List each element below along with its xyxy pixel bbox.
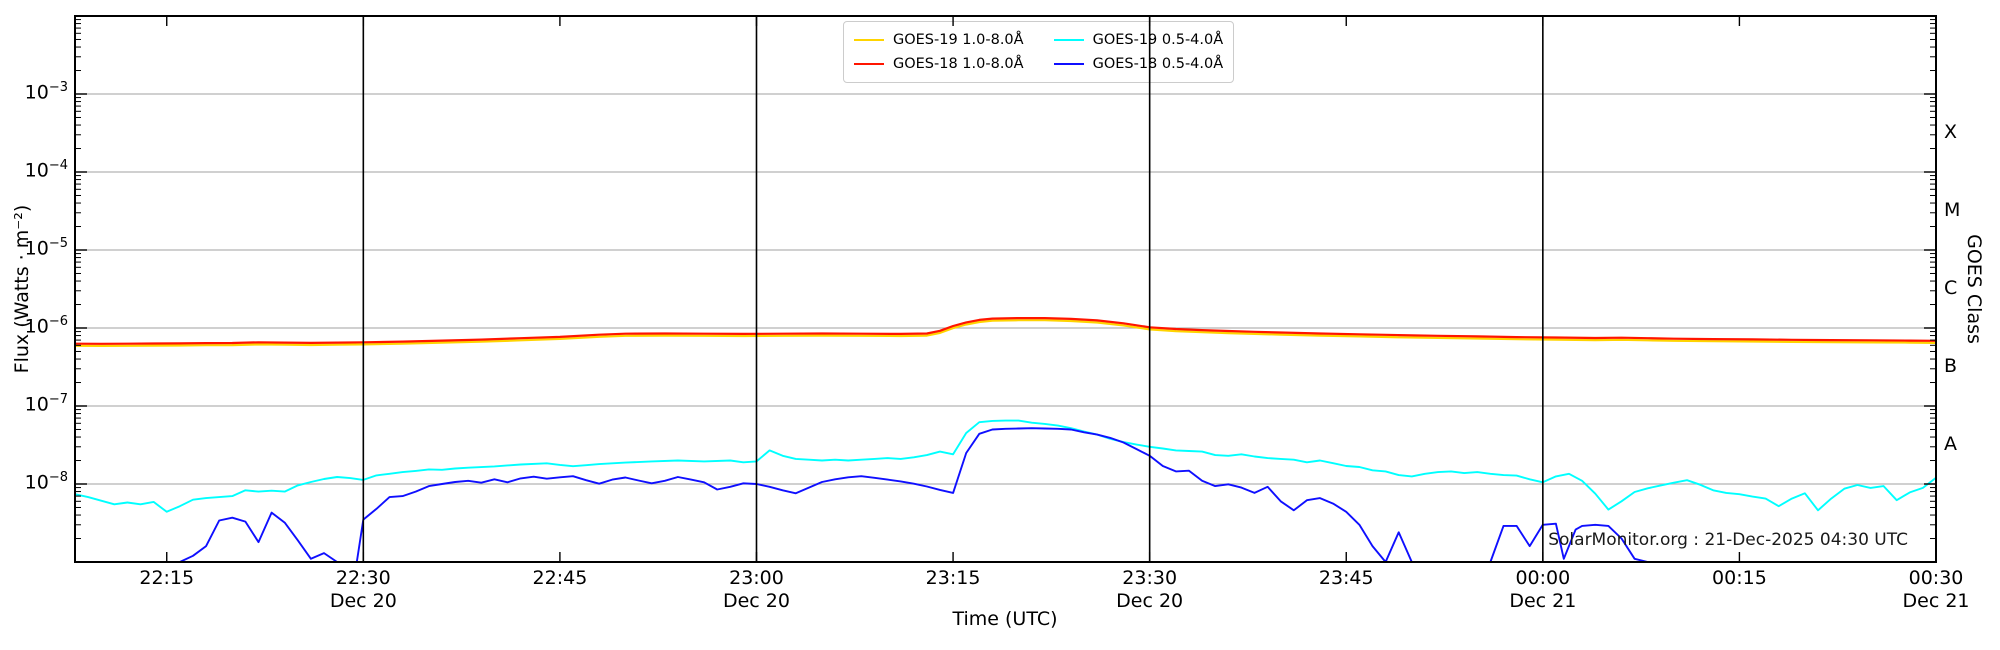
goes-class-label-m: M	[1944, 199, 1961, 221]
watermark-annotation: SolarMonitor.org : 21-Dec-2025 04:30 UTC	[1548, 530, 1908, 550]
x-tick-label: 00:00	[1515, 567, 1571, 589]
series-line-goes-18-1-0-8-0-	[75, 317, 1936, 345]
legend-line-swatch	[854, 63, 884, 65]
x-tick-label: 23:45	[1318, 567, 1374, 589]
x-tick-label: 23:30	[1122, 567, 1178, 589]
legend-line-swatch	[854, 39, 884, 41]
x-tick-label: 23:15	[925, 567, 981, 589]
legend-line-swatch	[1053, 63, 1084, 65]
legend-item-label: GOES-19 1.0-8.0Å	[893, 32, 1024, 48]
x-tick-date-label: Dec 20	[1116, 590, 1184, 612]
series-line-goes-19-1-0-8-0-	[75, 319, 1936, 347]
x-tick-label: 22:45	[532, 567, 588, 589]
goes-class-label-b: B	[1944, 355, 1958, 377]
y-tick-label: 10−6	[24, 314, 68, 338]
plot-border	[74, 15, 1937, 563]
legend-item: GOES-18 0.5-4.0Å	[1053, 56, 1224, 72]
series-line-goes-18-0-5-4-0-	[75, 427, 1936, 563]
x-tick-date-label: Dec 21	[1902, 590, 1970, 612]
y-tick-label: 10−8	[24, 470, 68, 494]
y-tick-label: 10−3	[24, 80, 68, 104]
goes-class-label-a: A	[1944, 433, 1957, 455]
goes-class-label-c: C	[1944, 277, 1958, 299]
legend-item: GOES-19 1.0-8.0Å	[854, 32, 1024, 48]
x-tick-date-label: Dec 21	[1509, 590, 1577, 612]
legend-item-label: GOES-18 1.0-8.0Å	[893, 56, 1024, 72]
legend-item: GOES-18 1.0-8.0Å	[854, 56, 1024, 72]
x-axis-title: Time (UTC)	[952, 608, 1058, 630]
y-tick-label: 10−7	[24, 392, 68, 416]
legend-item-label: GOES-19 0.5-4.0Å	[1092, 32, 1224, 48]
legend-item-label: GOES-18 0.5-4.0Å	[1092, 56, 1224, 72]
y-tick-label: 10−5	[24, 236, 68, 260]
legend-line-swatch	[1053, 39, 1084, 41]
y-axis-right-title: GOES Class	[1963, 234, 1985, 344]
x-tick-label: 22:15	[139, 567, 195, 589]
series-line-goes-19-0-5-4-0-	[75, 419, 1936, 513]
legend: GOES-19 1.0-8.0Å GOES-18 1.0-8.0Å GOES-19 …	[843, 21, 1235, 83]
y-tick-label: 10−4	[24, 158, 68, 182]
x-tick-date-label: Dec 20	[722, 590, 790, 612]
legend-item: GOES-19 0.5-4.0Å	[1053, 32, 1224, 48]
x-tick-date-label: Dec 20	[329, 590, 397, 612]
x-tick-label: 23:00	[729, 567, 784, 589]
x-tick-label: 22:30	[335, 567, 391, 589]
goes-class-label-x: X	[1944, 121, 1958, 143]
y-axis-title: Flux (Watts · m⁻²)	[11, 204, 33, 374]
x-tick-label: 00:30	[1908, 567, 1964, 589]
x-tick-label: 00:15	[1712, 567, 1767, 589]
